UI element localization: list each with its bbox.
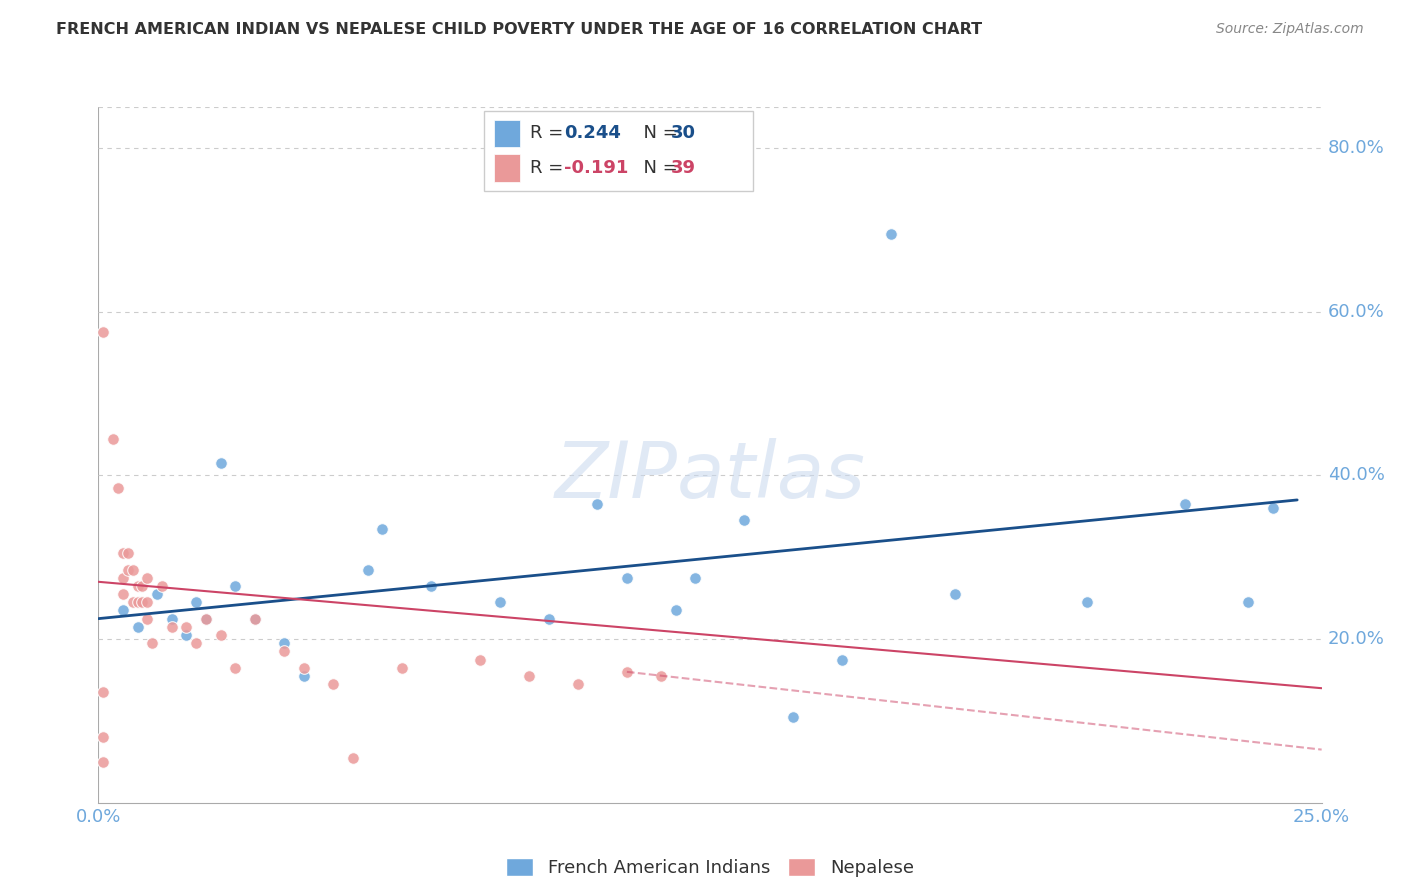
Point (1174, 497, 1197, 511)
Point (91, 325, 114, 339)
Point (273, 644, 295, 658)
Point (127, 579, 149, 593)
Text: 0.244: 0.244 (564, 125, 621, 143)
Point (831, 652, 853, 666)
Point (1237, 595, 1260, 609)
Point (146, 587, 169, 601)
Text: 80.0%: 80.0% (1327, 139, 1385, 157)
Point (616, 665, 638, 679)
FancyBboxPatch shape (494, 154, 520, 182)
Point (111, 587, 134, 601)
Point (782, 710, 804, 724)
Point (342, 751, 364, 765)
Point (209, 456, 232, 470)
Point (371, 522, 394, 536)
Point (616, 571, 638, 585)
Point (91, 755, 114, 769)
Point (537, 612, 560, 626)
Text: 30: 30 (671, 125, 696, 143)
Point (136, 571, 159, 585)
Point (141, 636, 163, 650)
Point (1076, 595, 1098, 609)
Point (224, 661, 246, 675)
Point (733, 513, 755, 527)
Point (101, 432, 124, 446)
Point (880, 227, 903, 241)
Point (127, 620, 149, 634)
Point (186, 595, 208, 609)
Text: N =: N = (631, 160, 683, 178)
Point (243, 612, 266, 626)
Point (160, 612, 183, 626)
Point (273, 636, 295, 650)
Point (356, 562, 378, 576)
Text: 40.0%: 40.0% (1327, 467, 1385, 484)
Point (121, 562, 143, 576)
Point (943, 587, 966, 601)
Point (160, 620, 183, 634)
Point (176, 620, 198, 634)
Text: ZIPatlas: ZIPatlas (554, 438, 866, 514)
Point (567, 677, 589, 691)
Point (322, 677, 344, 691)
Point (468, 652, 491, 666)
Point (107, 481, 129, 495)
Point (91, 731, 114, 745)
Point (111, 603, 134, 617)
Point (391, 661, 413, 675)
Text: 60.0%: 60.0% (1327, 302, 1385, 321)
Text: R =: R = (530, 160, 569, 178)
Point (136, 612, 159, 626)
Point (195, 612, 218, 626)
Point (127, 595, 149, 609)
Point (1261, 501, 1284, 516)
Point (117, 562, 139, 576)
Point (292, 661, 315, 675)
Point (150, 579, 173, 593)
Text: R =: R = (530, 125, 569, 143)
FancyBboxPatch shape (484, 111, 752, 191)
Text: 39: 39 (671, 160, 696, 178)
Point (131, 579, 153, 593)
Point (117, 546, 139, 560)
Text: N =: N = (631, 125, 683, 143)
Point (586, 497, 609, 511)
Point (224, 579, 246, 593)
Point (665, 603, 688, 617)
Text: -0.191: -0.191 (564, 160, 628, 178)
Point (243, 612, 266, 626)
Point (131, 595, 153, 609)
Point (176, 628, 198, 642)
Point (209, 628, 232, 642)
Point (420, 579, 443, 593)
Text: 20.0%: 20.0% (1327, 630, 1385, 648)
Point (111, 546, 134, 560)
Point (488, 595, 510, 609)
Point (685, 571, 707, 585)
Legend: French American Indians, Nepalese: French American Indians, Nepalese (499, 850, 921, 884)
Point (91, 685, 114, 699)
Text: FRENCH AMERICAN INDIAN VS NEPALESE CHILD POVERTY UNDER THE AGE OF 16 CORRELATION: FRENCH AMERICAN INDIAN VS NEPALESE CHILD… (56, 22, 983, 37)
Point (292, 669, 315, 683)
FancyBboxPatch shape (494, 120, 520, 147)
Point (121, 595, 143, 609)
Point (517, 669, 540, 683)
Point (186, 636, 208, 650)
Text: Source: ZipAtlas.com: Source: ZipAtlas.com (1216, 22, 1364, 37)
Point (111, 571, 134, 585)
Point (136, 595, 159, 609)
Point (650, 669, 672, 683)
Point (195, 612, 218, 626)
